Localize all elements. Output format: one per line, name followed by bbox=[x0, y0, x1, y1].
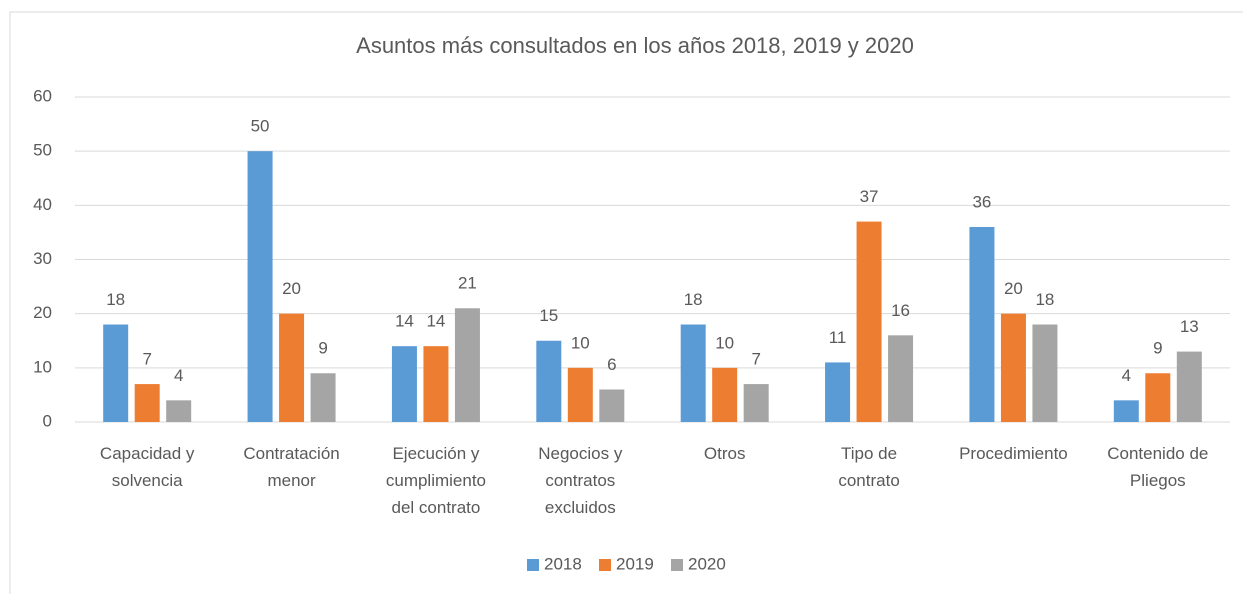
bar bbox=[969, 227, 995, 422]
bar bbox=[567, 367, 593, 422]
bar bbox=[712, 367, 738, 422]
x-tick-label: Capacidad y solvencia bbox=[100, 444, 195, 490]
data-label: 11 bbox=[829, 328, 847, 347]
data-label: 37 bbox=[860, 187, 879, 206]
data-label: 18 bbox=[1035, 290, 1054, 309]
data-label: 14 bbox=[395, 312, 414, 331]
bar bbox=[856, 221, 882, 422]
data-label: 4 bbox=[174, 366, 183, 385]
legend-swatch bbox=[599, 559, 611, 571]
bar bbox=[166, 400, 192, 422]
data-label: 15 bbox=[539, 306, 558, 325]
x-tick-label: Otros bbox=[704, 444, 746, 463]
data-label: 10 bbox=[571, 333, 590, 352]
chart-title: Asuntos más consultados en los años 2018… bbox=[356, 33, 914, 58]
bar bbox=[279, 313, 305, 422]
x-tick-label: Tipo de contrato bbox=[838, 444, 899, 490]
data-label: 18 bbox=[684, 290, 703, 309]
data-label: 13 bbox=[1180, 317, 1199, 336]
data-label: 7 bbox=[751, 350, 760, 369]
data-label: 20 bbox=[1004, 279, 1023, 298]
data-label: 9 bbox=[318, 339, 327, 358]
legend-swatch bbox=[527, 559, 539, 571]
bar bbox=[536, 340, 562, 422]
y-tick-label: 20 bbox=[33, 303, 52, 322]
data-label: 18 bbox=[106, 290, 125, 309]
data-label: 21 bbox=[458, 274, 477, 293]
bar bbox=[103, 324, 129, 422]
bar bbox=[1145, 373, 1171, 422]
data-label: 50 bbox=[251, 117, 270, 136]
data-label: 4 bbox=[1122, 366, 1131, 385]
bar bbox=[825, 362, 851, 422]
data-label: 16 bbox=[891, 301, 910, 320]
legend-label: 2018 bbox=[544, 554, 582, 573]
data-label: 36 bbox=[972, 192, 991, 211]
data-label: 14 bbox=[426, 312, 445, 331]
bar bbox=[1176, 351, 1202, 422]
bar bbox=[423, 346, 449, 422]
bar bbox=[310, 373, 336, 422]
x-tick-label: Ejecución y cumplimiento del contrato bbox=[386, 444, 486, 517]
bar bbox=[1032, 324, 1058, 422]
chart-border bbox=[9, 11, 1243, 594]
data-label: 7 bbox=[142, 350, 151, 369]
y-tick-label: 60 bbox=[33, 86, 52, 105]
x-tick-label: Contratación menor bbox=[243, 444, 339, 490]
bar bbox=[680, 324, 706, 422]
legend-swatch bbox=[671, 559, 683, 571]
x-tick-label: Negocios y contratos excluidos bbox=[538, 444, 623, 517]
bar bbox=[888, 335, 914, 422]
data-label: 6 bbox=[607, 355, 616, 374]
bar bbox=[454, 308, 480, 422]
data-label: 20 bbox=[282, 279, 301, 298]
bar bbox=[743, 384, 769, 422]
bar bbox=[391, 346, 417, 422]
y-tick-label: 50 bbox=[33, 141, 52, 160]
y-tick-label: 0 bbox=[43, 411, 52, 430]
data-label: 9 bbox=[1153, 339, 1162, 358]
data-label: 10 bbox=[715, 333, 734, 352]
bar bbox=[247, 151, 273, 422]
x-tick-label: Procedimiento bbox=[959, 444, 1068, 463]
y-tick-label: 30 bbox=[33, 249, 52, 268]
bar bbox=[599, 389, 625, 422]
y-tick-label: 40 bbox=[33, 195, 52, 214]
x-tick-label: Contenido de Pliegos bbox=[1107, 444, 1208, 490]
bar bbox=[134, 384, 160, 422]
y-tick-label: 10 bbox=[33, 357, 52, 376]
bar bbox=[1113, 400, 1139, 422]
bar bbox=[1000, 313, 1026, 422]
legend-label: 2019 bbox=[616, 554, 654, 573]
legend-label: 2020 bbox=[688, 554, 726, 573]
